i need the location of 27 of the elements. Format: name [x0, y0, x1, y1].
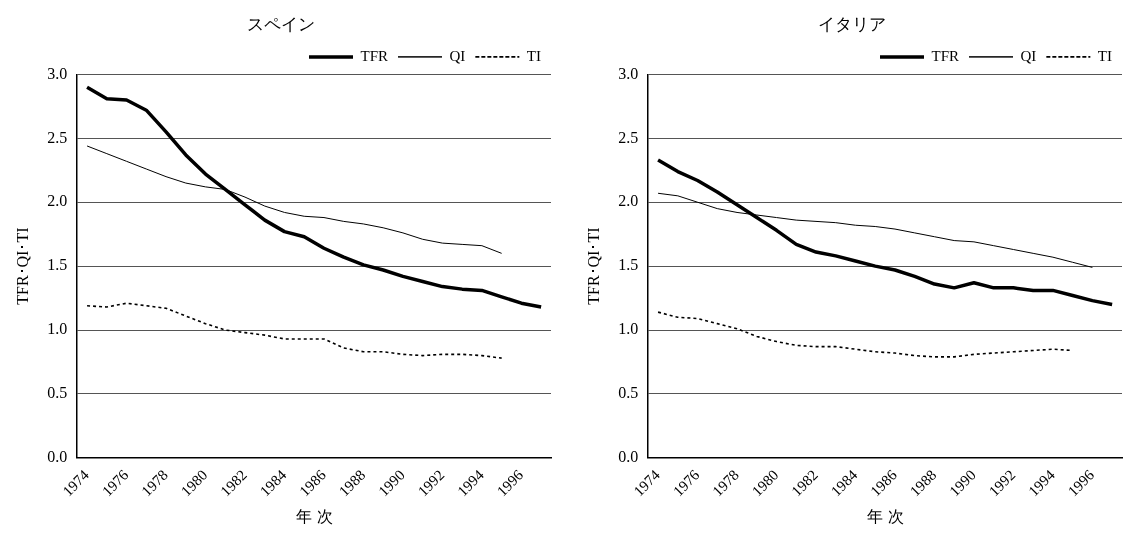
legend-label: TFR — [931, 47, 960, 64]
y-axis-title: TFR･QI･TI — [13, 227, 31, 305]
y-tick-label: 1.0 — [47, 320, 68, 338]
legend-label: TFR — [360, 47, 389, 64]
y-tick-label: 2.5 — [47, 128, 68, 146]
y-axis-title: TFR･QI･TI — [584, 227, 602, 305]
y-tick-label: 1.5 — [618, 256, 639, 274]
y-tick-label: 0.5 — [618, 384, 639, 402]
y-tick-label: 2.5 — [618, 128, 639, 146]
chart-title: イタリア — [817, 13, 886, 34]
y-tick-label: 2.0 — [618, 192, 639, 210]
y-tick-label: 0.5 — [47, 384, 68, 402]
y-tick-label: 0.0 — [47, 448, 68, 466]
legend-label: QI — [449, 47, 466, 64]
y-tick-label: 3.0 — [618, 64, 639, 82]
legend-label: TI — [526, 47, 542, 64]
legend-label: TI — [1097, 47, 1113, 64]
x-axis-title: 年 次 — [866, 506, 904, 526]
x-axis-title: 年 次 — [295, 506, 333, 526]
y-tick-label: 1.5 — [47, 256, 68, 274]
chart-title: スペイン — [246, 13, 315, 34]
line-series — [86, 302, 503, 359]
y-tick-label: 0.0 — [618, 448, 639, 466]
y-tick-label: 1.0 — [618, 320, 639, 338]
y-tick-label: 2.0 — [47, 192, 68, 210]
legend-label: QI — [1020, 47, 1037, 64]
y-tick-label: 3.0 — [47, 64, 68, 82]
